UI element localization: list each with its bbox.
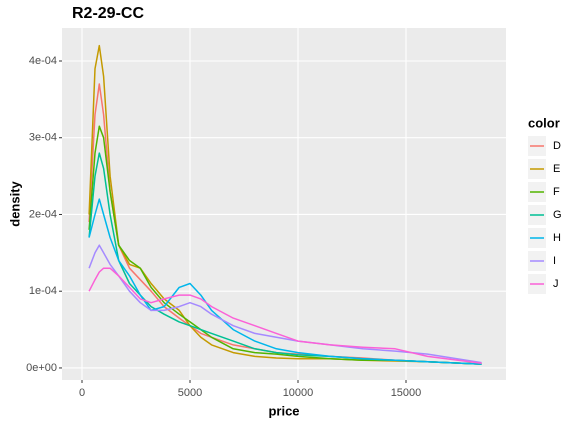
legend-label: F	[553, 186, 560, 198]
legend-label: I	[553, 255, 556, 267]
y-axis-title: density	[7, 180, 22, 226]
density-line	[88, 267, 482, 365]
legend-label: G	[553, 209, 562, 221]
density-line	[88, 198, 482, 365]
x-tick-label: 5000	[178, 387, 202, 399]
y-tick-label: 1e-04	[29, 285, 57, 297]
x-tick-label: 0	[79, 387, 85, 399]
chart-title: R2-29-CC	[72, 5, 144, 22]
legend-label: D	[553, 140, 561, 152]
y-tick-label: 3e-04	[29, 132, 57, 144]
y-tick-label: 4e-04	[29, 55, 57, 67]
y-tick-label: 0e+00	[26, 362, 57, 374]
panel	[62, 28, 506, 380]
x-tick-label: 10000	[283, 387, 314, 399]
legend-label: E	[553, 163, 560, 175]
y-tick-label: 2e-04	[29, 208, 57, 220]
x-axis-title: price	[268, 403, 299, 418]
density-line	[88, 125, 482, 365]
x-tick-label: 15000	[391, 387, 422, 399]
legend-label: J	[553, 278, 559, 290]
legend-label: H	[553, 232, 561, 244]
legend-title: color	[528, 115, 560, 130]
